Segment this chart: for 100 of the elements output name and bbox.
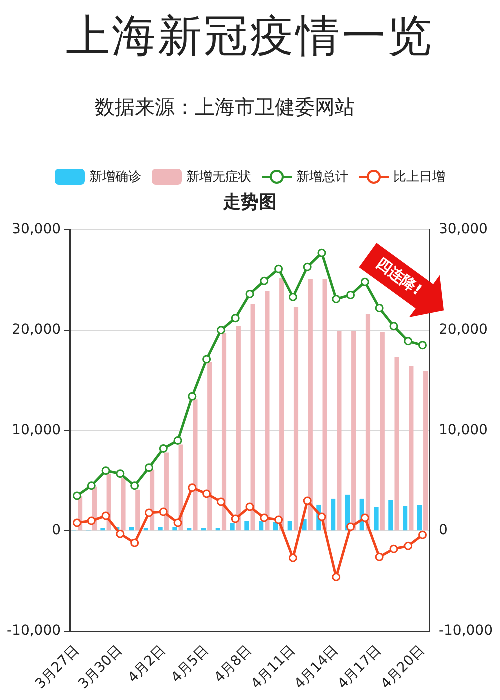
x-tick-label: 4月2日 — [125, 642, 170, 686]
bar — [244, 521, 250, 531]
point — [246, 502, 254, 512]
chart-title: 上海新冠疫情一览 — [65, 10, 435, 64]
annotation: 四连降! — [373, 254, 426, 300]
point — [332, 572, 341, 582]
point — [174, 518, 182, 528]
point — [404, 337, 413, 346]
bar — [288, 521, 292, 531]
bar — [100, 528, 106, 531]
point — [332, 294, 341, 304]
point — [346, 522, 356, 532]
bar — [121, 478, 126, 531]
y2-tick-label: 0 — [438, 522, 448, 539]
bar — [380, 332, 385, 531]
y2-tick-label: -10,000 — [438, 623, 494, 640]
bar — [331, 498, 336, 531]
point — [231, 314, 240, 323]
bar — [322, 279, 328, 531]
y-tick-label: 20,000 — [12, 322, 62, 338]
bar — [424, 372, 428, 531]
point — [144, 464, 154, 472]
bar — [374, 506, 379, 531]
point — [260, 276, 269, 286]
bar — [366, 314, 371, 531]
point — [144, 508, 154, 518]
point — [159, 508, 168, 516]
bar — [308, 279, 313, 531]
bar — [230, 523, 235, 531]
bar — [236, 326, 241, 531]
bar — [201, 528, 206, 531]
y-tick-label: -10,000 — [6, 623, 62, 640]
point — [404, 542, 413, 550]
bar — [394, 357, 400, 531]
point — [116, 530, 125, 538]
point — [418, 341, 428, 350]
y-tick-label: 10,000 — [12, 422, 62, 438]
bar — [409, 366, 414, 531]
y2-tick-label: 30,000 — [438, 222, 488, 238]
point — [375, 552, 384, 562]
point — [188, 484, 197, 492]
point — [346, 290, 356, 300]
bar — [403, 506, 408, 531]
point — [274, 264, 284, 274]
bar — [164, 452, 169, 531]
point — [260, 514, 269, 522]
point — [72, 518, 82, 528]
point — [216, 498, 226, 506]
point — [174, 436, 182, 445]
bar — [337, 331, 342, 531]
point — [188, 392, 197, 401]
point — [318, 512, 326, 522]
bar — [193, 400, 198, 531]
bar — [352, 331, 356, 531]
bar — [294, 307, 299, 531]
point — [418, 530, 428, 540]
legend-label: 新增确诊 — [90, 169, 142, 186]
point — [303, 496, 312, 506]
y2-tick-label: 10,000 — [438, 422, 488, 438]
legend-label: 比上日增 — [394, 169, 446, 186]
y-tick-label: 30,000 — [12, 222, 62, 238]
bar — [172, 527, 178, 531]
y2-tick-label: 20,000 — [438, 322, 488, 338]
bar — [265, 291, 270, 531]
point — [102, 466, 110, 476]
bar — [129, 527, 134, 531]
point — [130, 482, 140, 490]
point — [72, 492, 82, 500]
x-tick-label: 4月5日 — [168, 642, 212, 686]
text: 走势图 — [222, 191, 278, 215]
legend-label: 新增总计 — [296, 169, 348, 186]
bar — [136, 490, 140, 531]
point — [274, 516, 284, 524]
point — [130, 538, 140, 548]
point — [288, 554, 298, 562]
point — [231, 514, 240, 524]
bar — [259, 521, 264, 531]
bar — [216, 528, 220, 531]
point — [390, 544, 398, 554]
point — [303, 262, 312, 272]
point — [159, 444, 168, 454]
point — [202, 490, 212, 498]
bar — [280, 278, 284, 531]
legend-label: 新增无症状 — [186, 169, 252, 186]
point — [390, 322, 398, 331]
bar — [187, 528, 192, 531]
bar — [208, 362, 212, 531]
point — [216, 326, 226, 335]
bar — [222, 333, 227, 531]
bar — [417, 504, 422, 531]
point — [288, 292, 298, 302]
point — [360, 278, 370, 286]
point — [318, 248, 326, 258]
y-tick-label: 0 — [52, 522, 62, 539]
chart-subtitle: 数据来源：上海市卫健委网站 — [95, 94, 356, 121]
bar — [144, 528, 148, 531]
bar — [158, 527, 163, 531]
bar — [388, 500, 394, 531]
point — [116, 470, 125, 478]
point — [246, 290, 254, 298]
